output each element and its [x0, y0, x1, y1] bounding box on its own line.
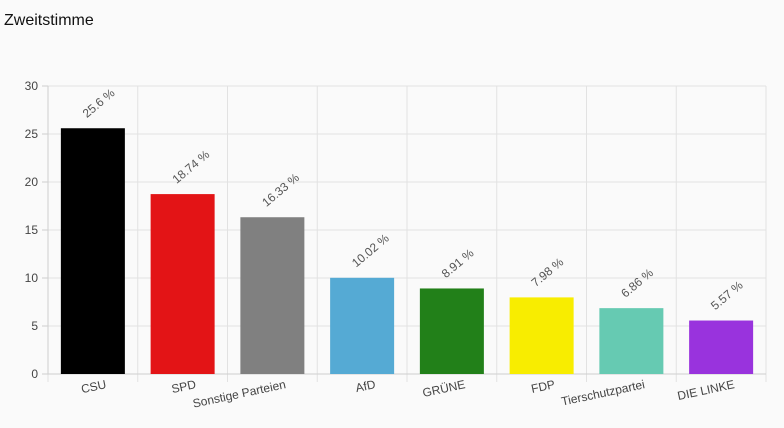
x-tick-label: GRÜNE	[421, 377, 466, 400]
data-label: 18.74 %	[170, 147, 213, 186]
data-label: 8.91 %	[439, 246, 477, 281]
data-label: 7.98 %	[529, 255, 567, 290]
data-label: 10.02 %	[349, 231, 392, 270]
y-tick-label: 0	[31, 367, 38, 381]
x-tick-label: Tierschutzpartei	[560, 377, 646, 408]
bars	[60, 128, 754, 374]
y-tick-label: 5	[31, 319, 38, 333]
data-label: 5.57 %	[708, 278, 746, 313]
data-label: 25.6 %	[80, 86, 118, 121]
data-label: 6.86 %	[618, 265, 656, 300]
bar[interactable]	[60, 128, 125, 374]
bar[interactable]	[419, 288, 484, 374]
x-tick-label: SPD	[170, 377, 197, 396]
y-tick-label: 25	[25, 127, 39, 141]
bar[interactable]	[509, 297, 574, 374]
y-tick-label: 10	[25, 271, 39, 285]
bar[interactable]	[150, 194, 215, 374]
x-tick-label: CSU	[80, 377, 108, 396]
chart-title: Zweitstimme	[4, 12, 94, 29]
x-tick-label: DIE LINKE	[676, 377, 736, 403]
data-label: 16.33 %	[259, 170, 302, 209]
bar[interactable]	[240, 217, 305, 374]
grid-lines	[47, 85, 767, 382]
x-tick-label: AfD	[354, 377, 377, 395]
x-tick-label: FDP	[530, 377, 556, 396]
y-tick-label: 30	[25, 79, 39, 93]
bar[interactable]	[330, 277, 395, 374]
bar[interactable]	[599, 308, 664, 374]
y-tick-label: 15	[25, 223, 39, 237]
y-tick-label: 20	[25, 175, 39, 189]
x-tick-label: Sonstige Parteien	[191, 377, 287, 410]
bar[interactable]	[689, 320, 754, 374]
